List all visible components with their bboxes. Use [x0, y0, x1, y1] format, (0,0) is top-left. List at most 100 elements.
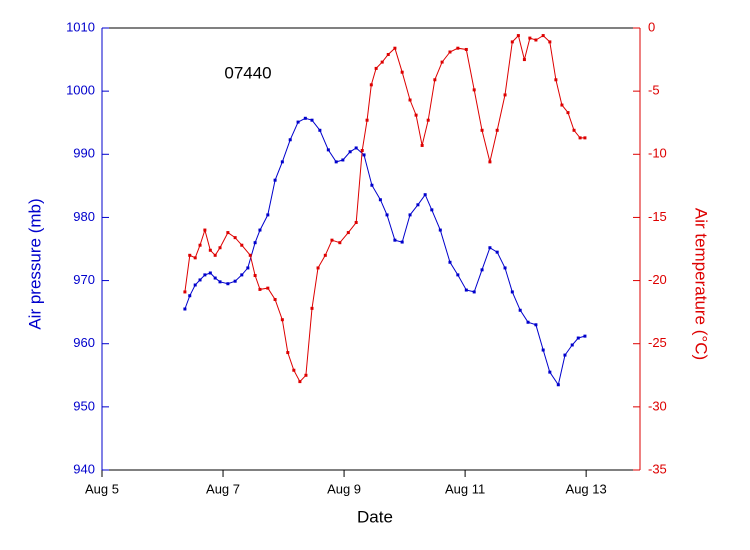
data-point — [480, 268, 484, 272]
data-point — [393, 46, 397, 50]
data-point — [203, 228, 207, 232]
data-point — [480, 128, 484, 132]
data-point — [304, 373, 308, 377]
data-point — [516, 34, 520, 38]
data-point — [258, 287, 262, 291]
data-point — [341, 158, 345, 162]
data-point — [554, 78, 558, 82]
data-point — [576, 336, 580, 340]
data-point — [438, 228, 442, 232]
data-point — [556, 383, 560, 387]
data-point — [203, 273, 207, 277]
y-tick-label: 980 — [73, 209, 95, 224]
y-tick-label: 990 — [73, 146, 95, 161]
data-point — [316, 266, 320, 270]
y2-axis-label: Air temperature (°C) — [692, 208, 711, 360]
data-point — [495, 128, 499, 132]
data-point — [338, 241, 342, 245]
y-tick-label: 950 — [73, 398, 95, 413]
data-point — [518, 308, 522, 312]
y2-tick-label: -25 — [648, 335, 667, 350]
data-point — [226, 231, 230, 235]
data-point — [188, 294, 192, 298]
x-tick-label: Aug 7 — [206, 481, 240, 496]
data-point — [208, 248, 212, 252]
data-point — [420, 143, 424, 147]
data-point — [566, 111, 570, 115]
data-point — [534, 323, 538, 327]
data-point — [416, 203, 420, 207]
data-point — [464, 288, 468, 292]
y2-tick-label: -20 — [648, 272, 667, 287]
data-point — [213, 253, 217, 257]
data-point — [528, 36, 532, 40]
data-point — [218, 246, 222, 250]
data-point — [563, 353, 567, 357]
data-point — [273, 178, 277, 182]
data-point — [296, 120, 300, 124]
data-point — [266, 213, 270, 217]
data-point — [380, 60, 384, 64]
y-tick-label: 960 — [73, 335, 95, 350]
data-point — [408, 98, 412, 102]
data-point — [354, 220, 358, 224]
data-point — [213, 276, 217, 280]
data-point — [346, 231, 350, 235]
data-point — [240, 243, 244, 247]
data-point — [310, 118, 314, 122]
data-point — [472, 88, 476, 92]
data-point — [246, 266, 250, 270]
y2-tick-label: -30 — [648, 398, 667, 413]
data-point — [378, 198, 382, 202]
data-point — [318, 128, 322, 132]
data-point — [310, 306, 314, 310]
annotation: 07440 — [224, 63, 271, 82]
y2-tick-label: -15 — [648, 209, 667, 224]
x-tick-label: Aug 13 — [566, 481, 607, 496]
x-tick-label: Aug 11 — [445, 481, 485, 496]
series-line — [184, 34, 585, 383]
data-point — [503, 93, 507, 97]
data-point — [488, 160, 492, 164]
data-point — [423, 193, 427, 197]
data-point — [303, 116, 307, 120]
data-point — [541, 348, 545, 352]
data-point — [354, 146, 358, 150]
data-point — [348, 150, 352, 154]
data-point — [326, 148, 330, 152]
data-point — [233, 279, 237, 283]
data-point — [426, 118, 430, 122]
data-point — [560, 103, 564, 107]
data-point — [522, 58, 526, 62]
data-point — [583, 136, 587, 140]
data-point — [198, 278, 202, 282]
data-point — [253, 274, 257, 278]
data-point — [188, 253, 192, 257]
data-point — [218, 280, 222, 284]
data-point — [298, 380, 302, 384]
data-point — [456, 273, 460, 277]
data-point — [393, 238, 397, 242]
data-point — [414, 113, 418, 117]
data-point — [365, 118, 369, 122]
data-point — [440, 60, 444, 64]
data-point — [273, 298, 277, 302]
data-point — [526, 320, 530, 324]
data-point — [288, 138, 292, 142]
data-point — [280, 318, 284, 322]
data-point — [248, 253, 252, 257]
data-point — [193, 283, 197, 287]
data-point — [370, 183, 374, 187]
data-point — [240, 273, 244, 277]
data-point — [448, 260, 452, 264]
data-point — [495, 250, 499, 254]
data-point — [258, 228, 262, 232]
data-point — [198, 243, 202, 247]
data-point — [433, 78, 437, 82]
data-point — [233, 236, 237, 240]
data-point — [488, 246, 492, 250]
data-point — [400, 240, 404, 244]
x-tick-label: Aug 9 — [327, 481, 361, 496]
y-tick-label: 940 — [73, 461, 95, 476]
